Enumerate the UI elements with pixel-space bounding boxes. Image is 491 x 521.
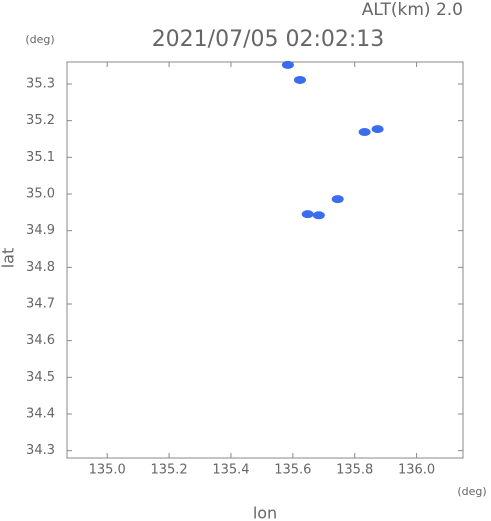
x-tick-label: 135.6 [274, 463, 311, 478]
y-unit: (deg) [25, 33, 54, 46]
y-tick-label: 34.4 [26, 407, 55, 422]
echo-cell [293, 75, 306, 84]
y-tick-label: 34.5 [26, 370, 55, 385]
echo-cell [281, 60, 294, 69]
echo-cell [312, 211, 325, 220]
echo-cell [301, 210, 314, 219]
echo-cell [331, 195, 344, 204]
x-tick-label: 136.0 [398, 463, 435, 478]
x-unit: (deg) [457, 485, 486, 498]
x-tick-label: 135.2 [150, 463, 187, 478]
echo-cell [358, 128, 371, 137]
chart-title: 2021/07/05 02:02:13 [152, 27, 385, 52]
x-axis-label: lon [253, 504, 277, 521]
plot-frame [66, 61, 464, 459]
y-tick-label: 35.1 [26, 150, 55, 165]
y-tick-label: 35.2 [26, 113, 55, 128]
altitude-label: ALT(km) 2.0 [362, 0, 463, 20]
y-tick-label: 34.9 [26, 223, 55, 238]
x-tick-label: 135.0 [89, 463, 126, 478]
x-tick-label: 135.4 [212, 463, 249, 478]
y-tick-label: 35.3 [26, 77, 55, 92]
echo-cell [371, 125, 384, 134]
x-tick-label: 135.8 [336, 463, 373, 478]
y-tick-label: 34.3 [26, 443, 55, 458]
y-tick-label: 34.7 [26, 297, 55, 312]
y-tick-label: 35.0 [26, 187, 55, 202]
y-tick-label: 34.6 [26, 333, 55, 348]
y-axis-label: lat [0, 248, 18, 269]
y-tick-label: 34.8 [26, 260, 55, 275]
